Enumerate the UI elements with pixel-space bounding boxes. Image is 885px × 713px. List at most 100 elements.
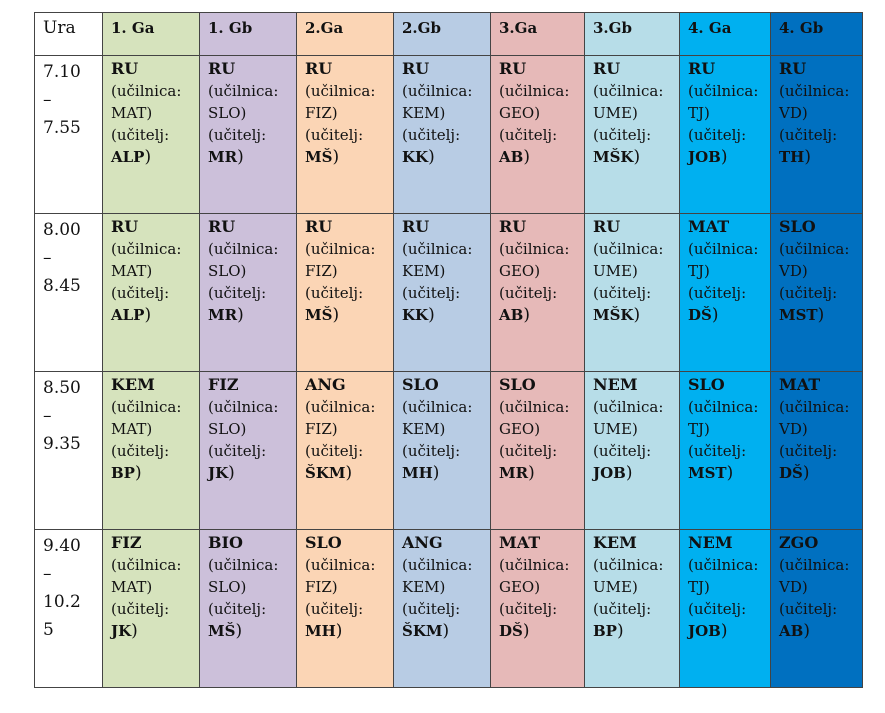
- room-prefix: (učilnica: [111, 240, 177, 258]
- time-line: –: [43, 248, 52, 268]
- teacher-label: (učitelj:: [402, 126, 461, 144]
- room-label: (učilnica: FIZ): [305, 82, 376, 122]
- header-class-4ga: 4. Ga: [679, 12, 771, 56]
- teacher-label: (učitelj:: [688, 600, 747, 618]
- lesson-cell: SLO (učilnica: TJ) (učitelj: MST): [679, 371, 771, 530]
- lesson-cell: RU (učilnica: TJ) (učitelj: JOB): [679, 55, 771, 214]
- room-prefix: (učilnica: [402, 556, 468, 574]
- lesson-cell: RU (učilnica: MAT) (učitelj: ALP): [102, 55, 200, 214]
- room-prefix: (učilnica: [305, 556, 371, 574]
- teacher-code: AB: [499, 306, 524, 324]
- subject: RU: [305, 217, 333, 236]
- room-label: (učilnica: GEO): [499, 398, 570, 438]
- subject: MAT: [499, 533, 541, 552]
- teacher-code: DŠ: [499, 622, 523, 640]
- room-code: FIZ: [305, 420, 332, 438]
- room-code: UME: [593, 262, 632, 280]
- room-prefix: (učilnica: [688, 398, 754, 416]
- teacher-code: MR: [208, 306, 238, 324]
- lesson-cell: RU (učilnica: FIZ) (učitelj: MŠ): [296, 55, 394, 214]
- room-prefix: (učilnica: [593, 240, 659, 258]
- teacher-label: (učitelj:: [305, 284, 364, 302]
- lesson-cell: MAT (učilnica: GEO) (učitelj: DŠ): [490, 529, 585, 688]
- lesson-cell: RU (učilnica: SLO) (učitelj: MR): [199, 55, 297, 214]
- room-label: (učilnica: KEM): [402, 240, 473, 280]
- subject: MAT: [779, 375, 821, 394]
- lesson-cell: SLO (učilnica: KEM) (učitelj: MH): [393, 371, 491, 530]
- room-code: FIZ: [305, 262, 332, 280]
- subject: SLO: [402, 375, 439, 394]
- room-label: (učilnica: VD): [779, 82, 850, 122]
- teacher-label: (učitelj:: [499, 126, 558, 144]
- subject: FIZ: [111, 533, 142, 552]
- teacher-label: (učitelj:: [208, 284, 267, 302]
- room-label: (učilnica: TJ): [688, 398, 759, 438]
- teacher-code: ALP: [111, 306, 145, 324]
- teacher-code: MST: [779, 306, 818, 324]
- subject: SLO: [305, 533, 342, 552]
- room-prefix: (učilnica: [111, 82, 177, 100]
- time-line: 8.00: [43, 220, 81, 240]
- teacher-code: MH: [402, 464, 433, 482]
- time-line: –: [43, 406, 52, 426]
- room-label: (učilnica: TJ): [688, 240, 759, 280]
- room-prefix: (učilnica: [779, 240, 845, 258]
- teacher-label: (učitelj:: [779, 284, 838, 302]
- teacher-code: DŠ: [688, 306, 712, 324]
- subject: KEM: [111, 375, 155, 394]
- room-label: (učilnica: GEO): [499, 82, 570, 122]
- teacher-label: (učitelj:: [499, 284, 558, 302]
- subject: BIO: [208, 533, 243, 552]
- lesson-cell: MAT (učilnica: TJ) (učitelj: DŠ): [679, 213, 771, 372]
- subject: RU: [402, 217, 430, 236]
- room-prefix: (učilnica: [499, 556, 565, 574]
- header-row: Ura 1. Ga 1. Gb 2.Ga 2.Gb 3.Ga 3.Gb 4. G…: [34, 12, 863, 56]
- room-code: KEM: [402, 578, 440, 596]
- time-cell: 7.10 – 7.55: [34, 55, 103, 214]
- room-code: TJ: [688, 420, 705, 438]
- time-line: 9.35: [43, 434, 81, 454]
- room-prefix: (učilnica: [688, 240, 754, 258]
- room-label: (učilnica: UME): [593, 82, 664, 122]
- room-prefix: (učilnica: [402, 82, 468, 100]
- room-code: UME: [593, 578, 632, 596]
- teacher-code: AB: [779, 622, 804, 640]
- room-code: VD: [779, 104, 802, 122]
- teacher-label: (učitelj:: [593, 442, 652, 460]
- teacher-code: JK: [208, 464, 229, 482]
- lesson-cell: KEM (učilnica: MAT) (učitelj: BP): [102, 371, 200, 530]
- subject: SLO: [499, 375, 536, 394]
- time-line: –: [43, 564, 52, 584]
- teacher-label: (učitelj:: [111, 284, 170, 302]
- timetable-body: 7.10–7.55 RU (učilnica: MAT) (učitelj: ALP) R…: [34, 55, 863, 688]
- lesson-cell: FIZ (učilnica: SLO) (učitelj: JK): [199, 371, 297, 530]
- room-code: GEO: [499, 578, 535, 596]
- room-prefix: (učilnica: [779, 82, 845, 100]
- table-row: 9.40–10.2 5 FIZ (učilnica: MAT) (učitelj: JK)…: [34, 529, 863, 688]
- room-code: VD: [779, 578, 802, 596]
- room-prefix: (učilnica: [208, 82, 274, 100]
- teacher-code: DŠ: [779, 464, 803, 482]
- teacher-code: MŠ: [208, 622, 236, 640]
- subject: RU: [208, 217, 236, 236]
- lesson-cell: ZGO (učilnica: VD) (učitelj: AB): [770, 529, 863, 688]
- room-code: MAT: [111, 262, 147, 280]
- lesson-cell: ANG (učilnica: KEM) (učitelj: ŠKM): [393, 529, 491, 688]
- lesson-cell: SLO (učilnica: GEO) (učitelj: MR): [490, 371, 585, 530]
- header-class-3ga: 3.Ga: [490, 12, 585, 56]
- room-prefix: (učilnica: [305, 398, 371, 416]
- room-code: TJ: [688, 262, 705, 280]
- room-code: GEO: [499, 420, 535, 438]
- teacher-label: (učitelj:: [779, 442, 838, 460]
- room-prefix: (učilnica: [208, 240, 274, 258]
- room-code: KEM: [402, 104, 440, 122]
- teacher-code: KK: [402, 306, 429, 324]
- teacher-label: (učitelj:: [402, 284, 461, 302]
- time-line: 7.55: [43, 118, 81, 138]
- room-code: KEM: [402, 420, 440, 438]
- teacher-label: (učitelj:: [593, 284, 652, 302]
- room-label: (učilnica: MAT): [111, 556, 182, 596]
- teacher-code: JOB: [593, 464, 626, 482]
- lesson-cell: RU (učilnica: GEO) (učitelj: AB): [490, 213, 585, 372]
- room-code: FIZ: [305, 104, 332, 122]
